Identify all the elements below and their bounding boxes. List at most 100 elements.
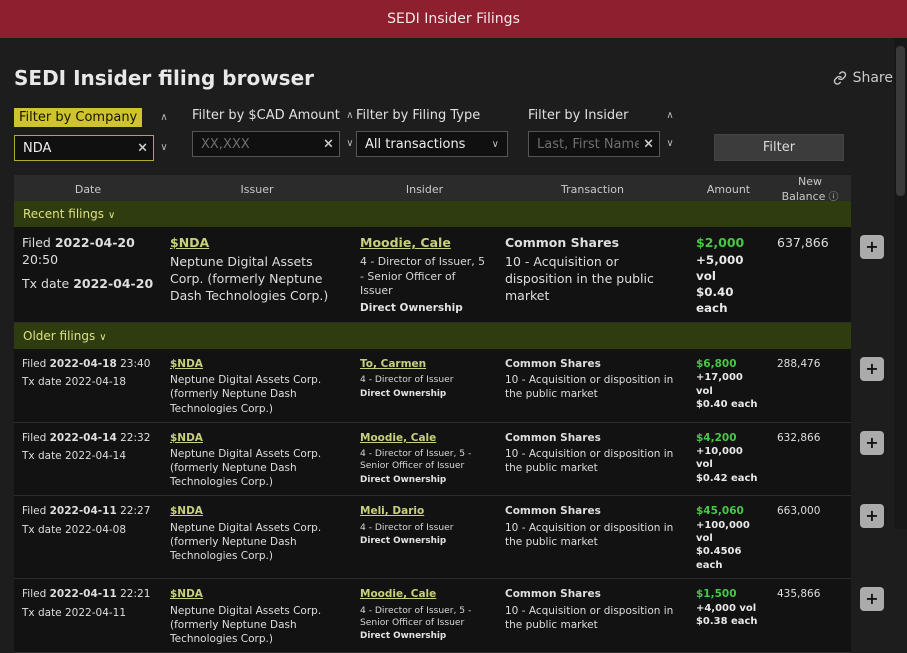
company-clear-icon[interactable]: × (137, 140, 148, 156)
issuer-cell: $NDA Neptune Digital Assets Corp. (forme… (162, 496, 352, 578)
table-row: Filed 2022-04-14 22:32 Tx date 2022-04-1… (14, 422, 907, 497)
issuer-cell: $NDA Neptune Digital Assets Corp. (forme… (162, 579, 352, 652)
table-row: Filed 2022-04-11 22:21 Tx date 2022-04-1… (14, 579, 907, 653)
amount-sort-down-icon[interactable]: ∨ (346, 138, 354, 149)
section-label: Recent filings (23, 207, 104, 221)
company-sort-down-icon[interactable]: ∨ (160, 142, 168, 153)
date-cell: Filed 2022-04-11 22:27 Tx date 2022-04-0… (22, 505, 151, 536)
insider-roles: 4 - Director of Issuer, 5 - Senior Offic… (360, 605, 472, 628)
filing-type-select[interactable]: All transactions ∨ (356, 131, 508, 157)
table-row: Filed 2022-04-18 23:40 Tx date 2022-04-1… (14, 349, 907, 423)
issuer-name: Neptune Digital Assets Corp. (formerly N… (170, 374, 322, 415)
insider-name-link[interactable]: Moodie, Cale (360, 235, 451, 250)
info-icon[interactable]: ⓘ (828, 192, 839, 203)
add-filing-button[interactable]: + (860, 504, 884, 529)
insider-roles: 4 - Director of Issuer (360, 375, 454, 386)
security-name: Common Shares (505, 431, 601, 444)
insider-sort-up-icon[interactable]: ∧ (666, 109, 674, 121)
amount-clear-icon[interactable]: × (322, 136, 334, 152)
company-filter-label: Filter by Company (14, 108, 143, 127)
transaction-type: 10 - Acquisition or disposition in the p… (505, 374, 674, 401)
insider-filter-input[interactable] (528, 131, 660, 157)
col-header-insider: Insider (405, 182, 444, 196)
add-filing-button[interactable]: + (860, 430, 884, 455)
share-link[interactable]: Share (833, 70, 893, 86)
price-value: $0.42 each (696, 472, 758, 484)
insider-sort-down-icon[interactable]: ∨ (666, 138, 674, 149)
security-name: Common Shares (505, 235, 620, 250)
filter-submit-button[interactable]: Filter (714, 134, 844, 161)
col-header-amount: Amount (706, 182, 751, 196)
add-icon: + (865, 359, 879, 378)
amount-filter-input[interactable] (192, 131, 340, 157)
issuer-ticker-link[interactable]: $NDA (170, 235, 210, 250)
issuer-ticker-link[interactable]: $NDA (170, 431, 203, 444)
transaction-type: 10 - Acquisition or disposition in the p… (505, 447, 674, 475)
date-cell: Filed 2022-04-20 20:50 Tx date 2022-04-2… (22, 235, 154, 291)
amount-value: $1,500 (696, 588, 737, 601)
insider-roles: 4 - Director of Issuer, 5 - Senior Offic… (360, 448, 472, 472)
transaction-type: 10 - Acquisition or disposition in the p… (505, 253, 654, 303)
issuer-name: Neptune Digital Assets Corp. (formerly N… (170, 447, 322, 489)
ownership-type: Direct Ownership (360, 388, 447, 399)
app-title: SEDI Insider Filings (387, 11, 520, 27)
transaction-cell: Common Shares 10 - Acquisition or dispos… (497, 496, 688, 578)
transaction-cell: Common Shares 10 - Acquisition or dispos… (497, 349, 688, 422)
insider-cell: To, Carmen 4 - Director of Issuer Direct… (352, 349, 497, 422)
filter-group-company: Filter by Company ∧ × ∨ (14, 108, 172, 161)
insider-name-link[interactable]: Moodie, Cale (360, 431, 437, 444)
transaction-cell: Common Shares 10 - Acquisition or dispos… (497, 423, 688, 496)
amount-value: $4,200 (696, 431, 737, 444)
company-sort-up-icon[interactable]: ∧ (160, 111, 168, 123)
insider-filter-label: Filter by Insider (528, 108, 629, 123)
add-icon: + (865, 589, 879, 609)
insider-name-link[interactable]: To, Carmen (360, 358, 427, 370)
issuer-cell: $NDA Neptune Digital Assets Corp. (forme… (162, 227, 352, 322)
transaction-type: 10 - Acquisition or disposition in the p… (505, 604, 674, 631)
price-value: $0.40 each (696, 284, 734, 315)
insider-clear-icon[interactable]: × (643, 136, 654, 152)
share-icon (833, 71, 847, 85)
ownership-type: Direct Ownership (360, 535, 447, 546)
balance-cell: 632,866 (777, 431, 821, 444)
page-title: SEDI Insider filing browser (14, 66, 314, 90)
company-filter-input[interactable] (14, 135, 154, 161)
amount-cell: $2,000 +5,000 vol $0.40 each (688, 227, 769, 322)
insider-name-link[interactable]: Meli, Dario (360, 505, 425, 518)
issuer-name: Neptune Digital Assets Corp. (formerly N… (170, 521, 322, 562)
issuer-name: Neptune Digital Assets Corp. (formerly N… (170, 253, 329, 303)
amount-value: $45,060 (696, 505, 744, 518)
issuer-ticker-link[interactable]: $NDA (170, 358, 203, 370)
section-recent-filings[interactable]: Recent filings ∨ (14, 201, 907, 227)
vertical-scrollbar (894, 38, 907, 529)
amount-cell: $6,800 +17,000 vol $0.40 each (688, 349, 769, 422)
transaction-cell: Common Shares 10 - Acquisition or dispos… (497, 227, 688, 322)
share-label: Share (852, 70, 893, 86)
volume-value: +10,000 vol (696, 445, 743, 471)
security-name: Common Shares (505, 358, 601, 370)
section-older-filings[interactable]: Older filings ∨ (14, 323, 907, 349)
col-header-balance: New Balance ⓘ (781, 175, 839, 203)
amount-value: $6,800 (696, 358, 737, 370)
filing-type-selected-value: All transactions (365, 136, 466, 152)
add-filing-button[interactable]: + (860, 357, 884, 381)
filter-group-filing-type: Filter by Filing Type All transactions ∨ (356, 108, 508, 157)
ownership-type: Direct Ownership (360, 301, 463, 314)
insider-name-link[interactable]: Moodie, Cale (360, 588, 437, 601)
price-value: $0.38 each (696, 615, 758, 627)
date-cell: Filed 2022-04-14 22:32 Tx date 2022-04-1… (22, 431, 151, 462)
amount-sort-up-icon[interactable]: ∧ (346, 109, 354, 121)
balance-cell: 288,476 (777, 358, 821, 370)
volume-value: +5,000 vol (696, 252, 744, 283)
table-row: Filed 2022-04-11 22:27 Tx date 2022-04-0… (14, 496, 907, 580)
add-filing-button[interactable]: + (860, 235, 884, 259)
chevron-down-icon: ∨ (108, 210, 116, 221)
add-filing-button[interactable]: + (860, 587, 884, 612)
issuer-ticker-link[interactable]: $NDA (170, 505, 203, 518)
balance-cell: 637,866 (777, 235, 829, 250)
issuer-ticker-link[interactable]: $NDA (170, 588, 203, 601)
add-icon: + (865, 237, 879, 256)
chevron-down-icon: ∨ (99, 332, 107, 343)
filings-table: Date Issuer Insider Transaction Amount N… (14, 175, 907, 653)
scrollbar-thumb[interactable] (896, 46, 905, 196)
